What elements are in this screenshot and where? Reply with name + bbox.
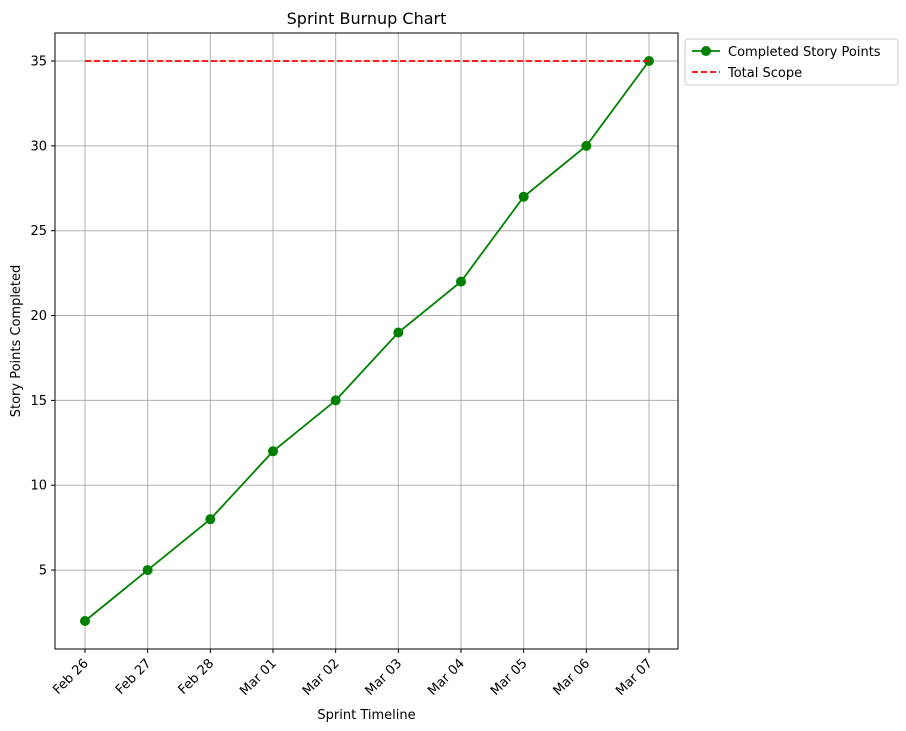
plot-frame (54, 32, 679, 650)
legend-completed-label: Completed Story Points (728, 45, 881, 60)
y-tick-label: 30 (30, 139, 47, 154)
y-tick-label: 10 (30, 479, 47, 494)
y-tick-label: 20 (30, 309, 47, 324)
completed-points-marker (268, 446, 278, 457)
completed-points-marker (142, 565, 153, 576)
completed-points-marker (456, 276, 466, 287)
completed-points-marker (518, 191, 529, 202)
y-axis-label: Story Points Completed (9, 265, 24, 418)
completed-points-marker (80, 616, 90, 626)
y-tick-label: 35 (30, 55, 47, 70)
completed-points-marker (581, 140, 592, 151)
chart-legend: Completed Story Points Total Scope (684, 38, 899, 86)
series-layer (80, 56, 654, 626)
legend-box (684, 38, 899, 86)
x-axis-label: Sprint Timeline (317, 708, 415, 723)
completed-story-points-line (84, 60, 650, 622)
y-tick-label: 25 (30, 224, 47, 239)
completed-points-marker (330, 395, 341, 406)
y-tick-label: 15 (30, 394, 47, 409)
legend-scope-label: Total Scope (727, 66, 802, 81)
y-tick-label: 5 (39, 564, 47, 579)
chart-title: Sprint Burnup Chart (287, 9, 447, 28)
completed-points-marker (205, 514, 216, 525)
legend-completed-marker-swatch (701, 46, 711, 56)
completed-points-marker (393, 327, 404, 338)
